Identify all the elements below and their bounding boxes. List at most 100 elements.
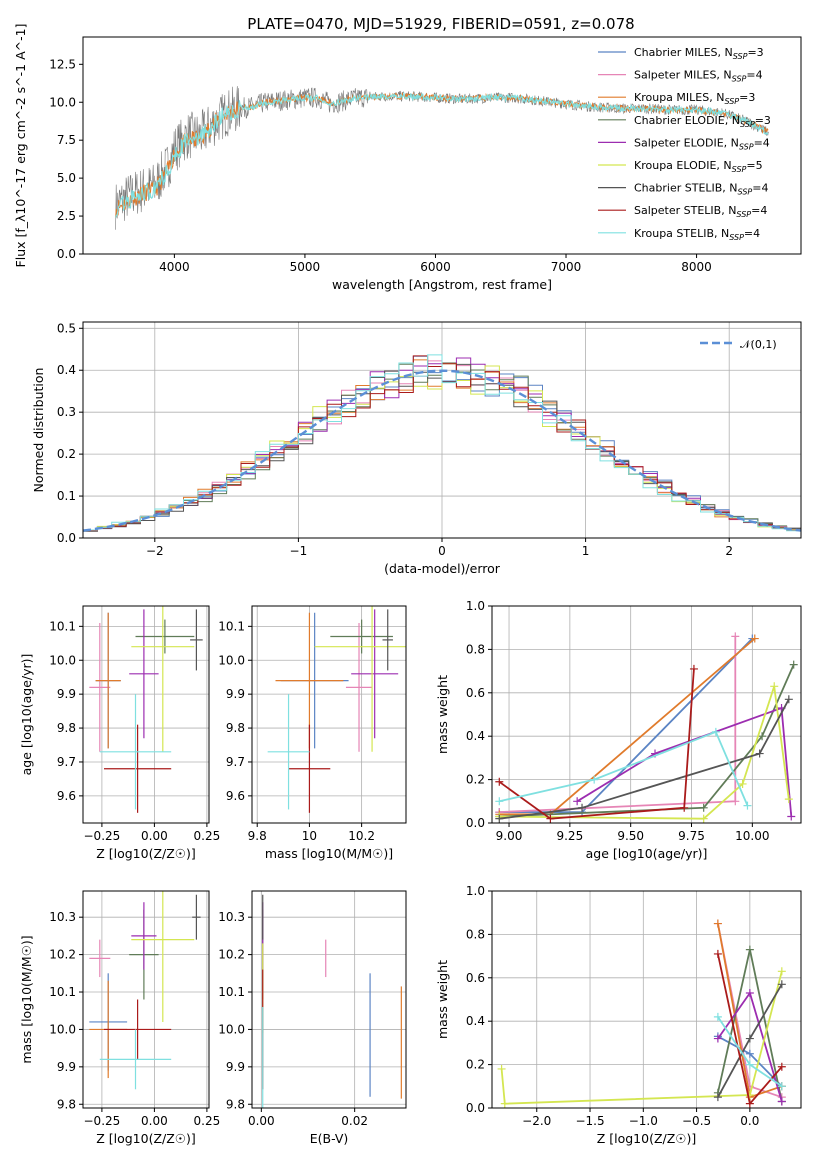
x-tick-label: 0.00	[141, 1114, 168, 1128]
y-tick-label: 10.0	[49, 1022, 76, 1036]
axes-frame	[491, 605, 802, 824]
y-tick-label: 5.0	[57, 171, 76, 185]
y-axis-label: mass weight	[435, 675, 450, 754]
axes-frame	[82, 36, 802, 255]
axes-frame	[82, 605, 210, 824]
mass-weight-marker	[495, 777, 504, 786]
mass-weight-marker	[495, 797, 504, 806]
panels-group: 4000 5000 6000 7000 80000.02.55.07.510.012.5…	[13, 24, 802, 1146]
mass-weight-line	[499, 698, 790, 820]
mass-weight-marker	[784, 695, 793, 704]
mass-weight-line	[499, 664, 795, 818]
mass-weight-line	[499, 637, 756, 816]
mass-weight-marker	[777, 967, 786, 976]
x-tick-label: 0.25	[194, 1114, 221, 1128]
y-tick-label: 9.9	[57, 687, 76, 701]
ebv-axes: 0.00 0.02 9.8 9.9 10.0 10.1 10.2 10.3 E(B-V)	[218, 890, 407, 1146]
age-vs-mass-axes: 9.8 10 10.2 9.6 9.7 9.8 9.9 10.0 10.1 mass [log10…	[218, 605, 407, 861]
mass-vs-Z-plot	[89, 891, 201, 1090]
y-tick-label: 0.0	[57, 531, 76, 545]
mass-weight-vs-age-axes: 9.00 9.25 9.50 9.75 10.00 0.0 0.2 0.4 0.6 0.8 1.0 a…	[435, 599, 802, 861]
x-tick-label: −0.5	[682, 1114, 711, 1128]
x-tick-label: 10.2	[348, 829, 375, 843]
y-tick-label: 0.5	[57, 321, 76, 335]
mass-weight-marker	[777, 1082, 786, 1091]
y-tick-label: 0.8	[466, 642, 485, 656]
y-tick-label: 0.2	[57, 447, 76, 461]
age-vs-mass-plot	[267, 606, 406, 813]
age-vs-Z-axes: −0.25 0.00 0.25 9.6 9.7 9.8 9.9 10.0 10.1 Z [log1…	[19, 605, 221, 861]
mass-weight-marker	[680, 803, 689, 812]
spectrum-axes: 4000 5000 6000 7000 8000 0.0 2.5 5.0 7.5 10.0 12.5…	[13, 24, 802, 292]
mass-weight-marker	[578, 803, 587, 812]
mass-weight-line	[499, 730, 749, 806]
y-tick-label: 10.0	[218, 1022, 245, 1036]
y-tick-label: 9.8	[57, 1097, 76, 1111]
x-tick-label: 0.25	[194, 829, 221, 843]
x-tick-label: 9.50	[617, 829, 644, 843]
x-tick-label: 5000	[290, 260, 321, 274]
mass-vs-Z-axes: −0.25 0.00 0.25 9.8 9.9 10.0 10.1 10.2 10.3 Z [lo…	[19, 890, 221, 1146]
mass-weight-line	[499, 637, 753, 813]
y-tick-label: 9.9	[57, 1060, 76, 1074]
y-tick-label: 0.2	[466, 773, 485, 787]
y-tick-label: 9.9	[226, 1060, 245, 1074]
x-tick-label: 9.00	[496, 829, 523, 843]
y-tick-label: 9.6	[57, 789, 76, 803]
residuals-axes: −2 −1 0 1 2 0.0 0.1 0.2 0.3 0.4 0.5 (data-model)/er…	[31, 321, 802, 576]
x-axis-label: Z [log10(Z/Z☉)]	[96, 846, 196, 861]
spectrum-plot	[115, 86, 769, 230]
y-tick-label: 9.7	[226, 755, 245, 769]
y-tick-label: 0.2	[466, 1058, 485, 1072]
y-axis-label: mass weight	[435, 960, 450, 1039]
y-axis-label: mass [log10(M/M☉)]	[19, 935, 34, 1063]
mass-weight-line	[500, 971, 783, 1105]
mass-weight-marker	[743, 801, 752, 810]
x-tick-label: −1.0	[629, 1114, 658, 1128]
mass-weight-marker	[689, 664, 698, 673]
legend-entry: Salpeter ELODIE, NSSP=4	[634, 136, 770, 151]
mass-weight-marker	[713, 919, 722, 928]
y-tick-label: 1.0	[466, 599, 485, 613]
mass-weight-vs-Z-axes: −2.0 −1.5 −1.0 −0.5 0.0 0.0 0.2 0.4 0.6 0.8 1.0 Z […	[435, 884, 802, 1146]
mass-weight-marker	[789, 660, 798, 669]
mass-weight-marker	[713, 1093, 722, 1102]
x-tick-label: 9.25	[556, 829, 583, 843]
legend-entry: Chabrier ELODIE, NSSP=3	[634, 114, 771, 129]
mass-weight-marker	[784, 795, 793, 804]
legend-entry: Chabrier MILES, NSSP=3	[634, 46, 764, 61]
axes-frame	[251, 605, 407, 824]
x-tick-label: 9.8	[248, 829, 267, 843]
x-tick-label: 9.75	[678, 829, 705, 843]
mass-weight-marker	[745, 1049, 754, 1058]
y-tick-label: 10.0	[218, 653, 245, 667]
x-tick-label: 6000	[420, 260, 451, 274]
y-tick-label: 10.1	[218, 985, 245, 999]
gaussian-reference-line	[83, 369, 801, 532]
x-tick-label: −1.5	[575, 1114, 604, 1128]
age-vs-Z-plot	[89, 606, 203, 813]
legend-entry: Chabrier STELIB, NSSP=4	[634, 182, 768, 197]
y-tick-label: 0.0	[57, 247, 76, 261]
mass-weight-marker	[777, 1062, 786, 1071]
y-tick-label: 10.1	[49, 619, 76, 633]
mass-weight-marker	[745, 1060, 754, 1069]
x-tick-label: −0.25	[84, 829, 121, 843]
legend: Chabrier MILES, NSSP=3 Salpeter MILES, NS…	[598, 46, 771, 242]
mass-weight-marker	[731, 797, 740, 806]
y-tick-label: 10.0	[49, 95, 76, 109]
model-spectrum-line	[115, 91, 769, 218]
mass-weight-marker	[699, 803, 708, 812]
mass-weight-marker	[500, 1099, 509, 1108]
y-tick-label: 1.0	[466, 884, 485, 898]
y-tick-label: 9.8	[226, 721, 245, 735]
mass-weight-marker	[745, 1034, 754, 1043]
legend-entry: Salpeter MILES, NSSP=4	[634, 69, 763, 84]
x-tick-label: 2	[725, 544, 733, 558]
mass-weight-marker	[777, 1097, 786, 1106]
x-axis-label: E(B-V)	[310, 1131, 349, 1146]
mass-weight-marker	[770, 682, 779, 691]
figure-title: PLATE=0470, MJD=51929, FIBERID=0591, z=0…	[247, 15, 634, 33]
mass-weight-marker	[713, 1034, 722, 1043]
